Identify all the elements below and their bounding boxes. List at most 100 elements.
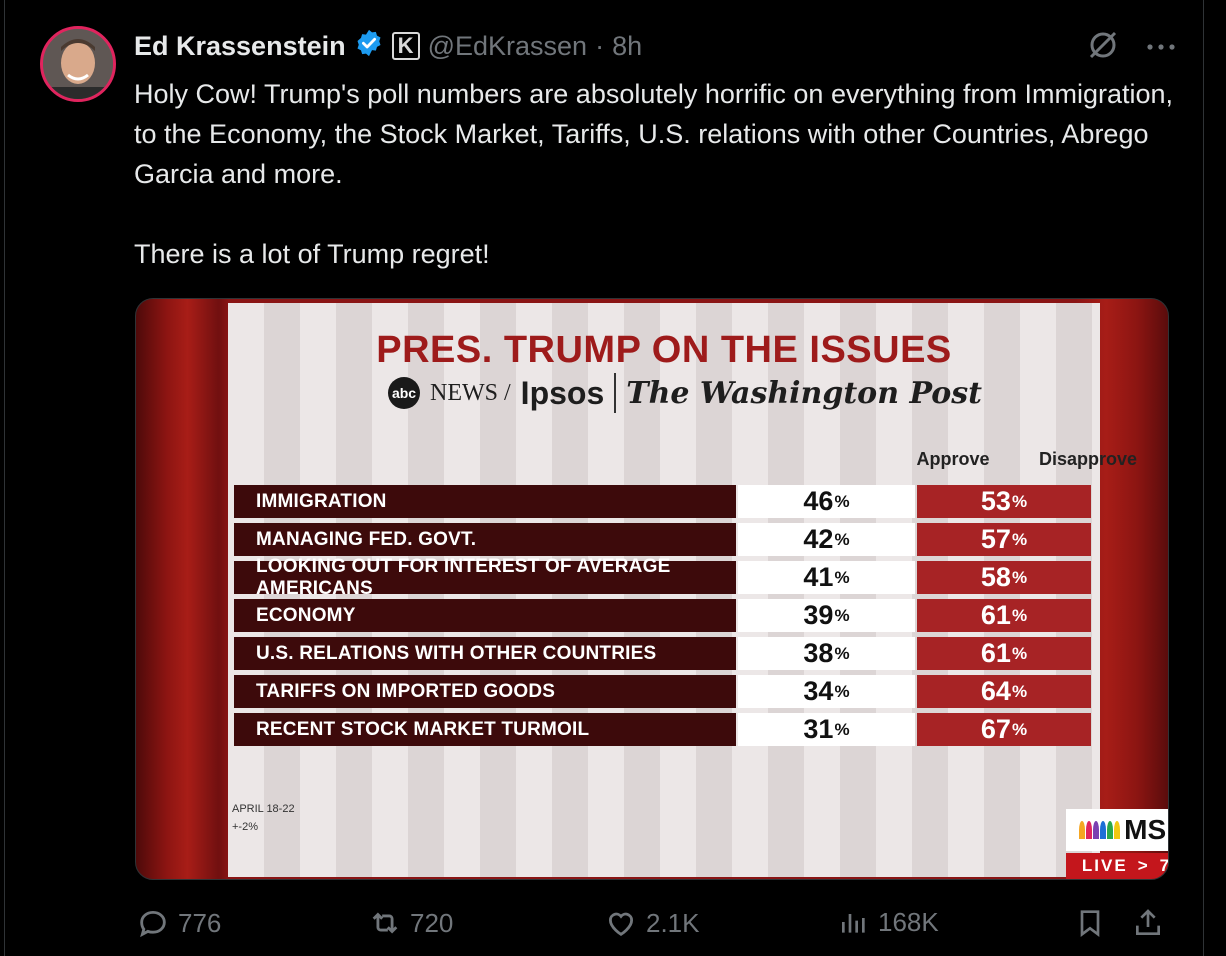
peacock-icon [1079,821,1121,839]
percent-sign: % [834,568,850,587]
disapprove-value: 57% [917,523,1091,556]
poll-row: MANAGING FED. GOVT. 42% 57% [234,523,1091,556]
issue-label: IMMIGRATION [234,485,736,518]
percent-sign: % [1011,682,1028,701]
live-bar: LIVE > 7:44 AM ET [1066,853,1168,879]
repost-icon [372,912,398,934]
tweet-action-bar: 776 720 2.1K 168K [134,900,1174,950]
avatar[interactable] [40,26,116,102]
approve-value: 46% [738,485,915,518]
percent-sign: % [834,606,850,625]
reply-button[interactable]: 776 [136,906,221,940]
disapprove-value: 61% [917,637,1091,670]
poll-table: IMMIGRATION 46% 53% MANAGING FED. GOVT. … [234,485,1091,751]
views-chart-icon [842,914,865,933]
abc-logo: abc [388,377,420,409]
affiliate-badge-icon: K [391,32,420,60]
verified-badge-icon [354,28,384,65]
share-icon [1136,909,1160,935]
approve-number: 34 [803,676,834,706]
timestamp[interactable]: 8h [612,30,643,61]
disapprove-value: 58% [917,561,1091,594]
tweet-top-actions [1086,28,1176,67]
approve-number: 39 [803,600,834,630]
poll-row: ECONOMY 39% 61% [234,599,1091,632]
approve-value: 42% [738,523,915,556]
issue-label: TARIFFS ON IMPORTED GOODS [234,675,736,708]
like-count: 2.1K [646,907,700,938]
disapprove-number: 61 [980,638,1011,668]
disapprove-number: 61 [980,600,1011,630]
live-arrow: > [1137,856,1150,875]
approve-number: 31 [803,714,834,744]
disapprove-column-header: Disapprove [1038,449,1138,469]
percent-sign: % [834,682,850,701]
disapprove-value: 67% [917,713,1091,746]
disapprove-value: 61% [917,599,1091,632]
disapprove-number: 53 [980,486,1011,516]
live-label: LIVE [1081,856,1128,875]
issue-label: RECENT STOCK MARKET TURMOIL [234,713,736,746]
reply-count: 776 [178,907,222,938]
approve-column-header: Approve [916,449,990,469]
like-button[interactable]: 2.1K [604,906,700,940]
repost-count: 720 [410,907,454,938]
ipsos-logo: Ipsos [520,374,605,411]
repost-button[interactable]: 720 [368,906,453,940]
percent-sign: % [1011,606,1028,625]
percent-sign: % [834,644,850,663]
heart-icon [608,912,634,936]
percent-sign: % [1011,530,1028,549]
poll-row: LOOKING OUT FOR INTEREST OF AVERAGE AMER… [234,556,1091,599]
frame-left-border [4,0,5,956]
percent-sign: % [834,492,850,511]
percent-sign: % [1011,644,1028,663]
author-name[interactable]: Ed Krassenstein [134,30,346,61]
approve-number: 42 [803,524,834,554]
avatar-photo [43,29,113,99]
disapprove-number: 58 [980,562,1011,592]
percent-sign: % [834,720,850,739]
margin-of-error: +-2% [232,821,258,833]
tweet-header: Ed Krassenstein K @EdKrassen · 8h [134,28,642,64]
tweet-media[interactable]: PRES. TRUMP ON THE ISSUES abc NEWS / Ips… [135,298,1169,880]
approve-value: 41% [738,561,915,594]
share-button[interactable] [1132,906,1164,940]
poll-sources: abc NEWS / Ipsos The Washington Post [388,373,982,413]
disapprove-number: 67 [980,714,1011,744]
live-time: 7:44 [1160,856,1168,876]
disapprove-value: 53% [917,485,1091,518]
graphic-title: PRES. TRUMP ON THE ISSUES [376,329,952,371]
washington-post-logo: The Washington Post [626,375,982,411]
issue-label: U.S. RELATIONS WITH OTHER COUNTRIES [234,637,736,670]
percent-sign: % [1011,492,1028,511]
network-name: MSNBC [1124,814,1168,845]
view-count: 168K [878,906,939,937]
views-button[interactable]: 168K [838,906,939,938]
approve-number: 41 [803,562,834,592]
grok-icon[interactable] [1086,28,1120,67]
author-handle[interactable]: @EdKrassen [427,30,588,61]
poll-row: IMMIGRATION 46% 53% [234,485,1091,518]
poll-row: RECENT STOCK MARKET TURMOIL 31% 67% [234,713,1091,746]
reply-icon [140,910,166,938]
disapprove-number: 64 [980,676,1011,706]
bookmark-button[interactable] [1074,906,1106,940]
approve-value: 31% [738,713,915,746]
disapprove-value: 64% [917,675,1091,708]
tweet-text: Holy Cow! Trump's poll numbers are absol… [134,79,1174,269]
poll-graphic: PRES. TRUMP ON THE ISSUES abc NEWS / Ips… [228,303,1168,879]
poll-row: TARIFFS ON IMPORTED GOODS 34% 64% [234,675,1091,708]
issue-label: MANAGING FED. GOVT. [234,523,736,556]
poll-dates: APRIL 18-22 [232,803,295,815]
poll-row: U.S. RELATIONS WITH OTHER COUNTRIES 38% … [234,637,1091,670]
approve-value: 39% [738,599,915,632]
approve-value: 38% [738,637,915,670]
percent-sign: % [1011,568,1028,587]
issue-label: LOOKING OUT FOR INTEREST OF AVERAGE AMER… [234,556,736,599]
more-options-icon[interactable] [1146,39,1176,57]
msnbc-logo: MSNBC [1066,809,1168,851]
approve-value: 34% [738,675,915,708]
issue-label: ECONOMY [234,599,736,632]
percent-sign: % [834,530,850,549]
